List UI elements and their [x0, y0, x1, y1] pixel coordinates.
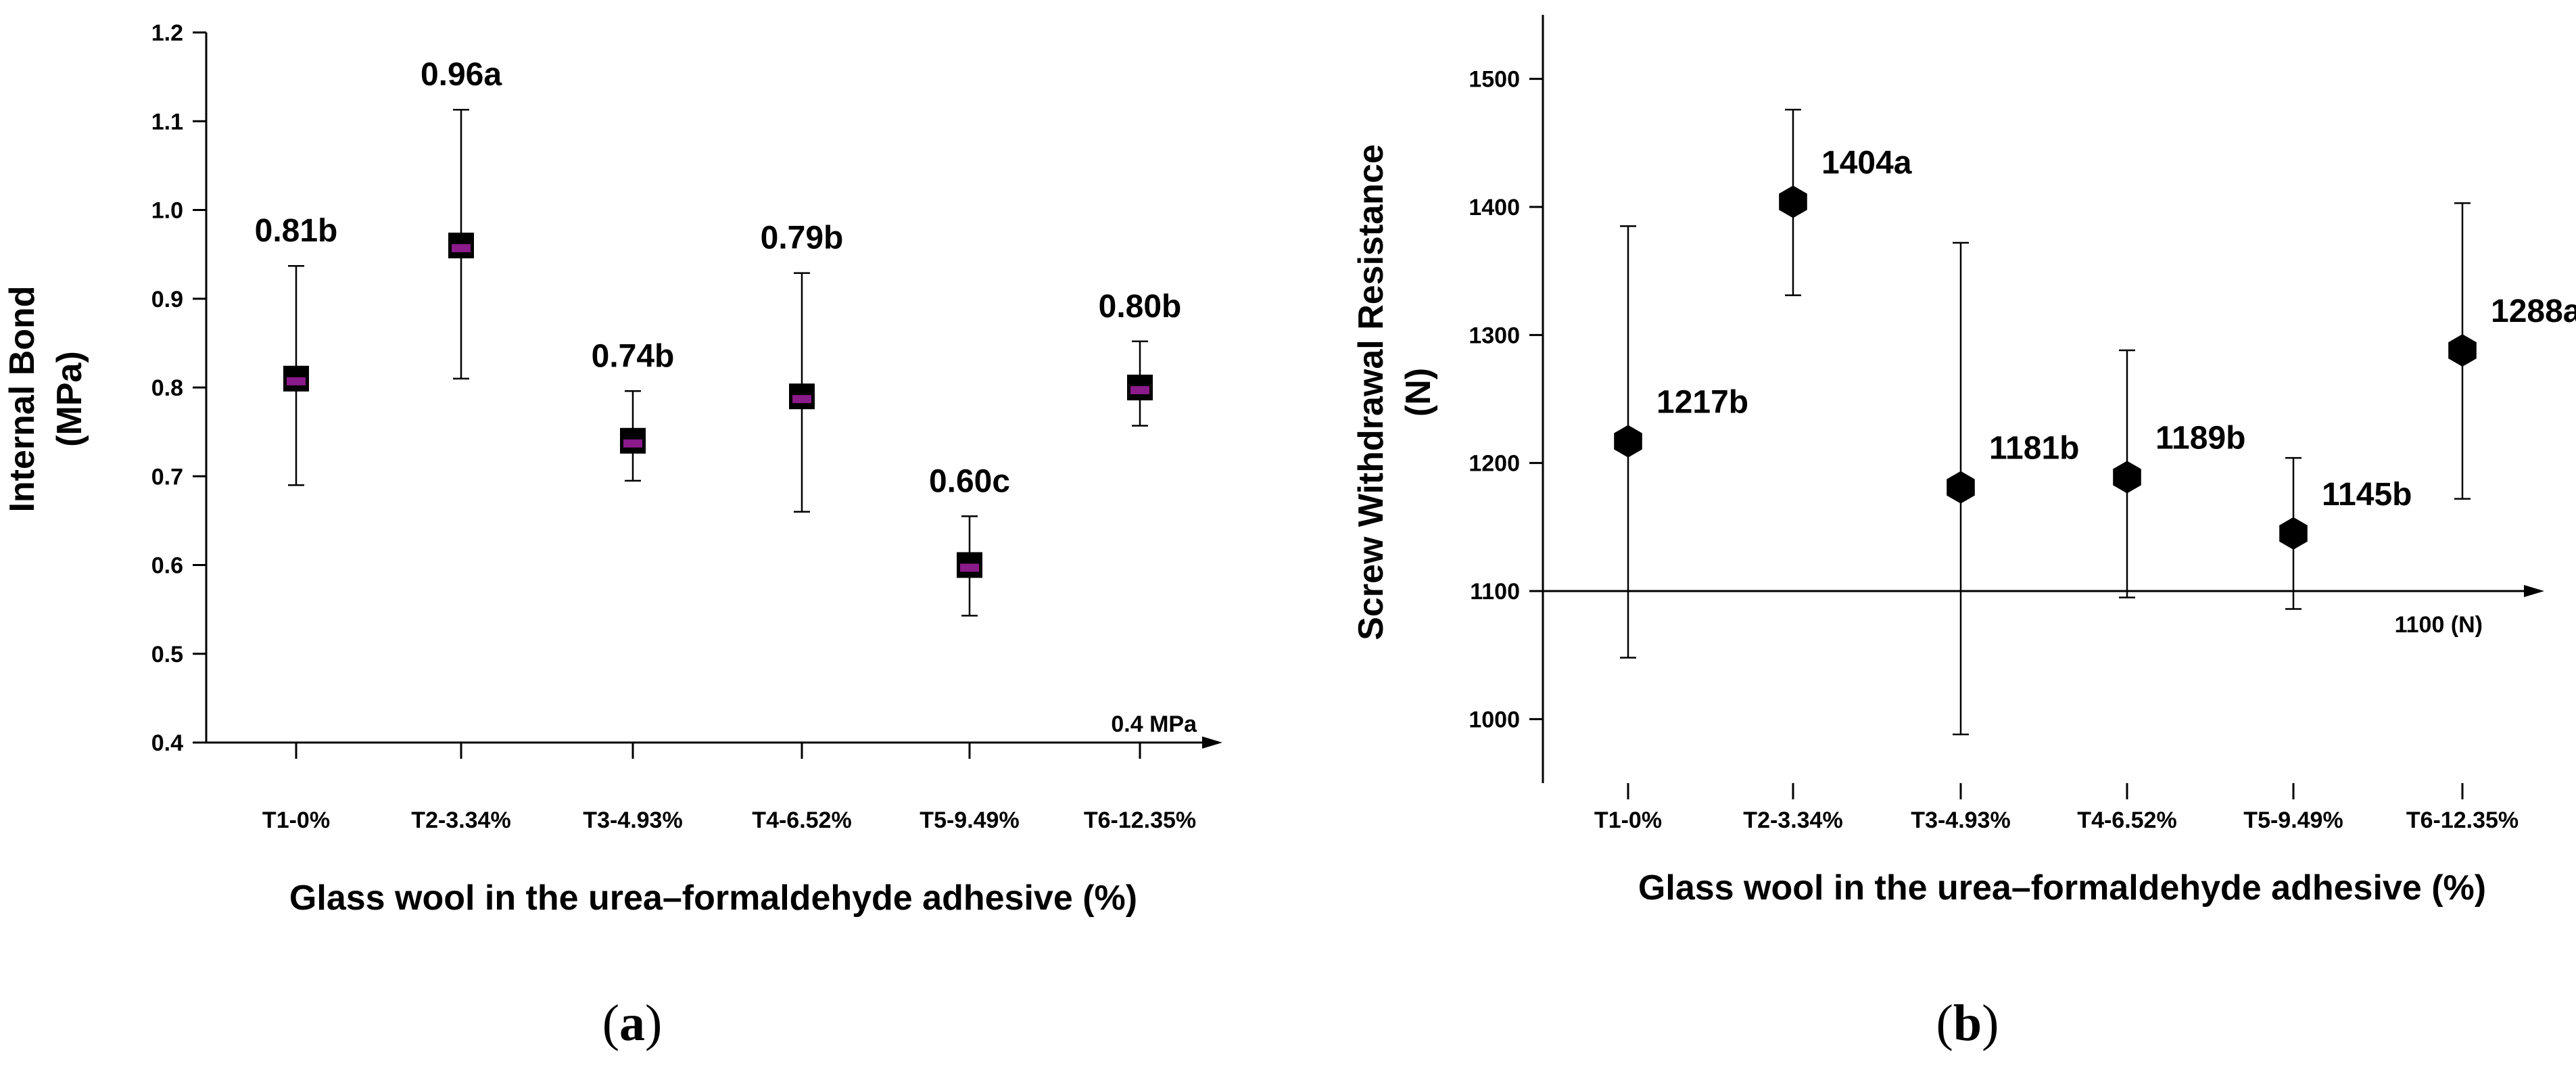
- x-tick-label: T1-0%: [262, 807, 330, 833]
- y-tick-label: 1200: [1469, 451, 1520, 477]
- y-tick-label: 1400: [1469, 195, 1520, 220]
- data-label: 0.74b: [592, 338, 675, 374]
- data-label: 1181b: [1989, 431, 2079, 467]
- y-tick-label: 1300: [1469, 323, 1520, 348]
- data-point-marker-fill: [452, 244, 471, 252]
- x-tick-label: T4-6.52%: [752, 807, 851, 833]
- y-tick-label: 1500: [1469, 67, 1520, 93]
- data-point-marker: [2279, 517, 2308, 550]
- data-point-marker: [2448, 334, 2477, 367]
- x-tick-label: T1-0%: [1594, 807, 1662, 833]
- y-tick-label: 0.5: [151, 642, 183, 667]
- data-label: 1404a: [1821, 145, 1912, 181]
- y-axis-title: (N): [1399, 368, 1438, 417]
- data-label: 1189b: [2155, 420, 2245, 456]
- panel-caption-paren: (: [1936, 995, 1953, 1052]
- y-tick-label: 0.4: [151, 730, 183, 756]
- y-tick-label: 1100: [1470, 579, 1520, 605]
- y-tick-label: 1000: [1469, 707, 1520, 732]
- x-tick-label: T5-9.49%: [2243, 807, 2343, 833]
- y-tick-label: 0.8: [151, 375, 183, 401]
- x-tick-label: T3-4.93%: [583, 807, 682, 833]
- x-axis-title: Glass wool in the urea–formaldehyde adhe…: [289, 878, 1137, 918]
- y-axis-title: (MPa): [50, 351, 89, 447]
- data-point-marker: [2113, 461, 2141, 494]
- data-point-marker: [1614, 425, 1642, 458]
- data-label: 0.96a: [421, 57, 502, 93]
- x-tick-label: T4-6.52%: [2077, 807, 2176, 833]
- panel-caption-letter: a: [619, 995, 645, 1052]
- x-axis-title: Glass wool in the urea–formaldehyde adhe…: [1638, 868, 2486, 908]
- data-label: 1145b: [2322, 477, 2412, 513]
- panel-caption: (b): [1936, 995, 1999, 1052]
- data-point-marker-fill: [960, 563, 979, 572]
- data-point-marker: [1779, 185, 1807, 218]
- data-label: 0.79b: [761, 220, 844, 256]
- y-tick-label: 0.6: [151, 553, 183, 579]
- data-label: 1288a: [2491, 294, 2576, 329]
- y-tick-label: 1.1: [151, 109, 183, 135]
- panel-caption-paren: ): [645, 995, 662, 1052]
- x-tick-label: T2-3.34%: [411, 807, 510, 833]
- y-tick-label: 1.0: [151, 198, 183, 224]
- y-tick-label: 0.9: [151, 287, 183, 312]
- y-axis-title: Internal Bond: [3, 285, 42, 512]
- data-point-marker-fill: [623, 439, 642, 448]
- data-point-marker-fill: [287, 377, 306, 385]
- data-label: 0.60c: [929, 463, 1010, 499]
- reference-label: 0.4 MPa: [1111, 711, 1197, 737]
- data-point-marker-fill: [1130, 386, 1149, 394]
- y-tick-label: 1.2: [151, 20, 183, 46]
- x-tick-label: T3-4.93%: [1911, 807, 2010, 833]
- reference-label: 1100 (N): [2395, 612, 2483, 638]
- panel-caption-paren: (: [602, 995, 619, 1052]
- y-axis-title: Screw Withdrawal Resistance: [1352, 144, 1391, 640]
- x-tick-label: T5-9.49%: [920, 807, 1019, 833]
- reference-arrow: [2524, 585, 2544, 597]
- chart-panel-a: 0.4 0.5 0.6 0.7 0.8 0.9 1.0 1.1 1.2 0.4 MPa T1-0% T…: [3, 20, 1222, 1052]
- panel-caption-paren: ): [1982, 995, 1999, 1052]
- data-point-marker-fill: [792, 395, 811, 404]
- data-point-marker: [1947, 471, 1975, 504]
- panel-caption-letter: b: [1953, 995, 1982, 1052]
- x-tick-label: T6-12.35%: [2406, 807, 2519, 833]
- data-label: 0.80b: [1099, 289, 1182, 325]
- y-tick-label: 0.7: [151, 464, 183, 490]
- reference-arrow: [1202, 736, 1222, 749]
- chart-panel-b: 1000 1100 1200 1300 1400 1500 1100 (N) T1-0% T2-…: [1352, 15, 2576, 1052]
- panel-caption: (a): [602, 995, 663, 1052]
- data-label: 1217b: [1656, 384, 1748, 420]
- x-tick-label: T2-3.34%: [1743, 807, 1842, 833]
- data-label: 0.81b: [255, 213, 338, 249]
- x-tick-label: T6-12.35%: [1084, 807, 1196, 833]
